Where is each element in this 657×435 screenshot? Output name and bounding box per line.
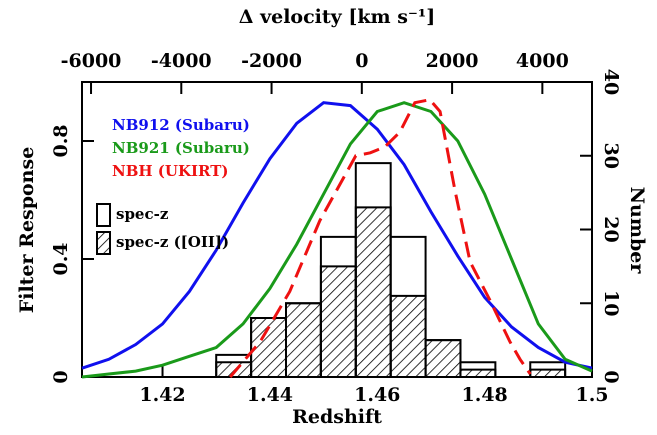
y-tick-label: 0.4 (50, 242, 72, 275)
legend-entry: NB921 (Subaru) (112, 139, 250, 157)
histogram-bar (285, 302, 322, 378)
y2-axis-label: Number (626, 187, 648, 275)
histogram-bar (459, 368, 497, 378)
y2-tick-label: 20 (600, 216, 622, 242)
y-axis-label: Filter Response (16, 147, 38, 314)
x2-tick-label: 0 (355, 50, 368, 72)
x-tick-label: 1.42 (139, 384, 185, 406)
x2-tick-label: -2000 (241, 50, 302, 72)
x2-tick-label: -4000 (151, 50, 212, 72)
x-tick-label: 1.44 (247, 384, 293, 406)
y2-tick-label: 40 (600, 69, 622, 95)
response-curve (81, 101, 593, 379)
y-tick-label: 0.8 (50, 124, 72, 157)
y2-tick-label: 10 (600, 290, 622, 316)
x-tick-label: 1.48 (461, 384, 507, 406)
y2-tick-label: 0 (600, 370, 622, 383)
histogram-bar (319, 265, 357, 378)
legend-swatch (96, 231, 111, 255)
x-axis-label: Redshift (292, 406, 382, 428)
histogram-bar (389, 294, 427, 378)
x-tick-label: 1.46 (354, 384, 400, 406)
histogram-bar (424, 339, 462, 378)
legend-entry: NB912 (Subaru) (112, 116, 250, 134)
x2-tick-label: 2000 (426, 50, 479, 72)
y2-tick-label: 30 (600, 143, 622, 169)
x2-tick-label: 4000 (516, 50, 569, 72)
x2-axis-label: Δ velocity [km s⁻¹] (239, 6, 436, 28)
histogram-bar (529, 368, 567, 378)
legend-entry: NBH (UKIRT) (112, 162, 228, 180)
histogram-bar (354, 206, 392, 378)
x2-tick-label: -6000 (61, 50, 122, 72)
y-tick-label: 0 (50, 370, 72, 383)
response-curve (229, 98, 532, 378)
legend-entry: spec-z (116, 205, 169, 223)
x-tick-label: 1.5 (575, 384, 608, 406)
legend-entry: spec-z ([OII]) (116, 233, 229, 251)
response-curve (81, 101, 593, 370)
legend-swatch (96, 203, 111, 227)
